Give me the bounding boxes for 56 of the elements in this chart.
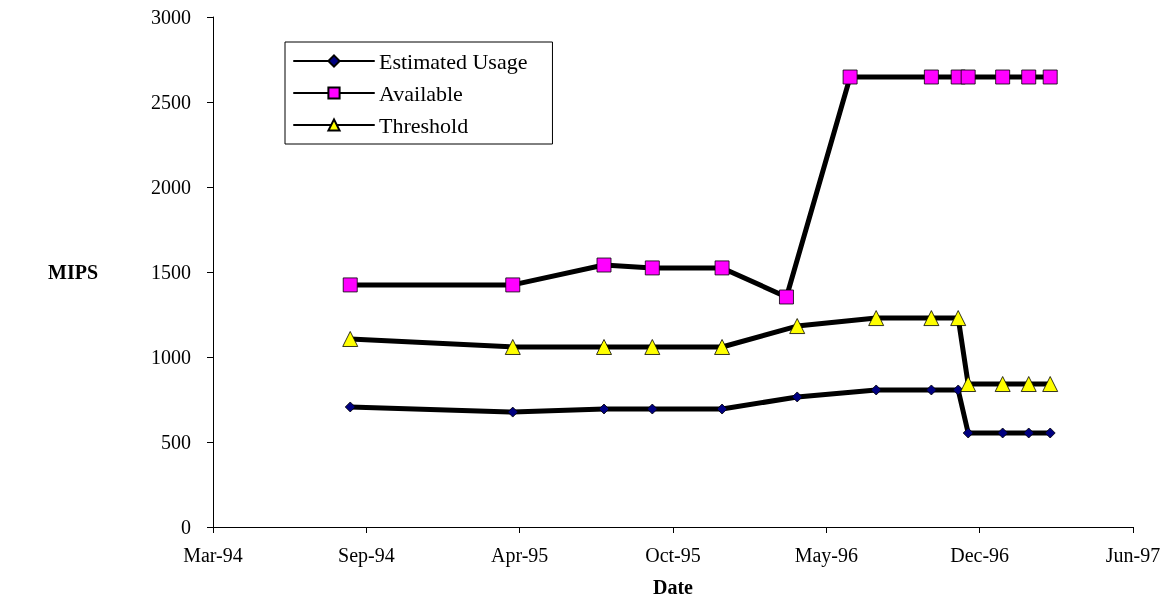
point: [960, 376, 977, 392]
point: [870, 384, 882, 396]
point: [923, 310, 940, 326]
point: [714, 339, 730, 355]
point: [994, 376, 1011, 392]
point: [504, 339, 521, 355]
x-tick-label: Mar-94: [183, 544, 243, 566]
point: [342, 331, 359, 347]
point: [779, 289, 794, 305]
point: [1023, 427, 1035, 439]
point: [868, 310, 885, 326]
point: [596, 257, 612, 273]
point: [646, 403, 658, 415]
legend-label: Threshold: [379, 112, 469, 138]
point: [842, 69, 858, 85]
point: [596, 339, 612, 355]
point: [644, 260, 660, 276]
y-tick-label: 1500: [151, 261, 191, 283]
point: [995, 69, 1011, 85]
point: [1021, 69, 1037, 85]
x-tick-label: Sep-94: [338, 544, 395, 567]
point: [342, 277, 358, 293]
y-tick-label: 3000: [151, 6, 191, 28]
point: [507, 406, 519, 418]
point: [791, 391, 803, 403]
point: [716, 403, 728, 415]
y-axis-title: MIPS: [48, 261, 98, 283]
x-tick-label: Oct-95: [645, 544, 701, 566]
x-axis-title: Date: [653, 576, 694, 598]
point: [962, 427, 974, 439]
x-tick-label: Dec-96: [950, 544, 1010, 566]
point: [789, 318, 806, 334]
point: [925, 384, 937, 396]
x-tick-label: Apr-95: [490, 544, 549, 567]
point: [598, 403, 610, 415]
point: [997, 427, 1009, 439]
point: [960, 69, 976, 85]
y-tick-label: 500: [161, 431, 191, 453]
point: [950, 310, 967, 326]
point: [505, 277, 521, 293]
legend-label: Estimated Usage: [379, 48, 528, 74]
point: [1042, 69, 1058, 85]
point: [344, 401, 356, 413]
legend-label: Available: [379, 80, 463, 106]
point: [1042, 376, 1059, 392]
point: [923, 69, 939, 85]
point: [714, 260, 730, 276]
x-tick-label: Jun-97: [1105, 544, 1161, 566]
y-tick-label: 1000: [151, 346, 191, 368]
y-tick-label: 2000: [151, 176, 191, 198]
point: [644, 339, 661, 355]
point: [1044, 427, 1056, 439]
y-tick-label: 0: [181, 516, 191, 538]
x-tick-label: May-96: [794, 544, 858, 567]
point: [1020, 376, 1037, 392]
y-tick-label: 2500: [151, 91, 191, 113]
